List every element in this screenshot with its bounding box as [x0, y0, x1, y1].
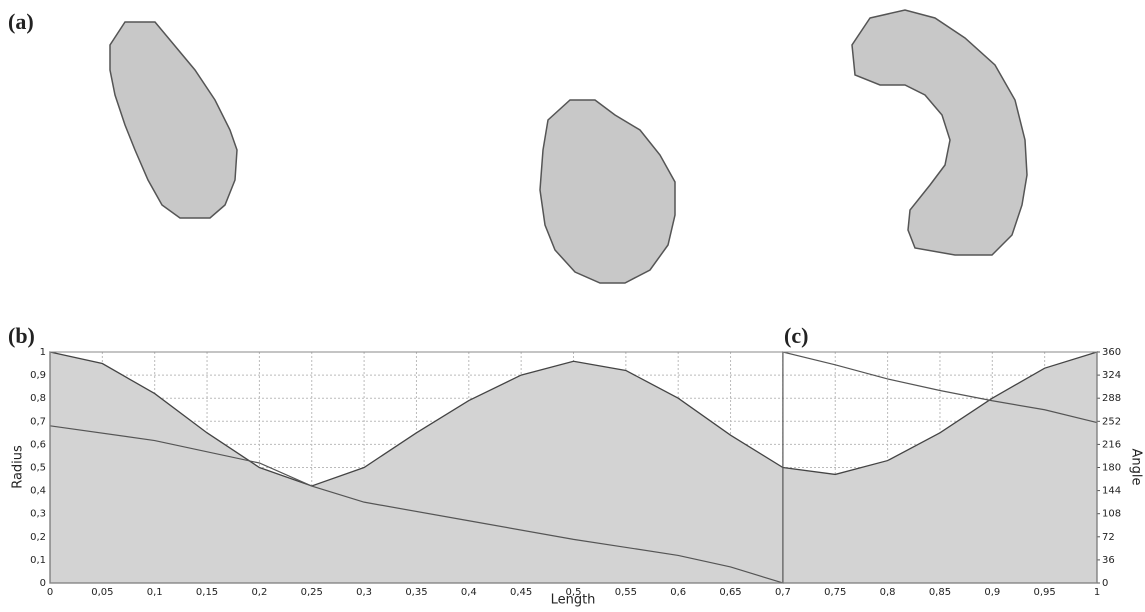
panel-label: (a) — [8, 9, 34, 34]
y-tick-label: 0,4 — [30, 486, 46, 497]
panel-label: (c) — [784, 323, 808, 348]
y2-tick-label: 180 — [1102, 463, 1121, 474]
x-tick-label: 0,05 — [91, 587, 113, 598]
y2-tick-label: 144 — [1102, 486, 1121, 497]
panel-label: (b) — [8, 323, 35, 348]
shape — [851, 9, 1028, 256]
x-tick-label: 0,95 — [1034, 587, 1056, 598]
x-tick-label: 0,5 — [566, 587, 582, 598]
y-tick-label: 0,8 — [30, 393, 46, 404]
x-tick-label: 0,6 — [670, 587, 686, 598]
y-tick-label: 0,5 — [30, 463, 46, 474]
y2-tick-label: 72 — [1102, 532, 1115, 543]
x-tick-label: 0 — [47, 587, 53, 598]
y2-tick-label: 324 — [1102, 370, 1121, 381]
x-tick-label: 1 — [1094, 587, 1100, 598]
y2-tick-label: 360 — [1102, 347, 1121, 358]
y-tick-label: 0,3 — [30, 509, 46, 520]
x-tick-label: 0,7 — [775, 587, 791, 598]
y-tick-label: 1 — [40, 347, 46, 358]
y-tick-label: 0,2 — [30, 532, 46, 543]
shape — [539, 99, 676, 284]
x-tick-label: 0,45 — [510, 587, 532, 598]
y-axis-title: Radius — [11, 445, 26, 489]
x-tick-label: 0,65 — [719, 587, 741, 598]
y2-axis-title: Angle — [1129, 449, 1144, 486]
x-tick-label: 0,55 — [615, 587, 637, 598]
radius-area — [49, 351, 1098, 584]
y-tick-label: 0,1 — [30, 555, 46, 566]
x-tick-label: 0,75 — [824, 587, 846, 598]
y-tick-label: 0,9 — [30, 370, 46, 381]
shape — [109, 21, 238, 219]
x-tick-label: 0,25 — [301, 587, 323, 598]
y-tick-label: 0,6 — [30, 439, 46, 450]
x-tick-label: 0,2 — [251, 587, 267, 598]
angle-line — [49, 351, 1098, 584]
y2-tick-label: 108 — [1102, 509, 1121, 520]
y2-tick-label: 0 — [1102, 578, 1108, 589]
y2-tick-label: 36 — [1102, 555, 1115, 566]
x-tick-label: 0,1 — [147, 587, 163, 598]
x-tick-label: 0,8 — [880, 587, 896, 598]
x-tick-label: 0,9 — [984, 587, 1000, 598]
y2-tick-label: 288 — [1102, 393, 1121, 404]
x-tick-label: 0,4 — [461, 587, 477, 598]
y-tick-label: 0,7 — [30, 416, 46, 427]
y2-tick-label: 252 — [1102, 416, 1121, 427]
y-tick-label: 0 — [40, 578, 46, 589]
x-tick-label: 0,15 — [196, 587, 218, 598]
x-tick-label: 0,85 — [929, 587, 951, 598]
x-tick-label: 0,35 — [405, 587, 427, 598]
shapes — [109, 9, 1028, 284]
x-axis-title: Length — [551, 593, 596, 608]
plot-frame — [49, 351, 1098, 584]
y2-tick-label: 216 — [1102, 439, 1121, 450]
x-tick-label: 0,3 — [356, 587, 372, 598]
